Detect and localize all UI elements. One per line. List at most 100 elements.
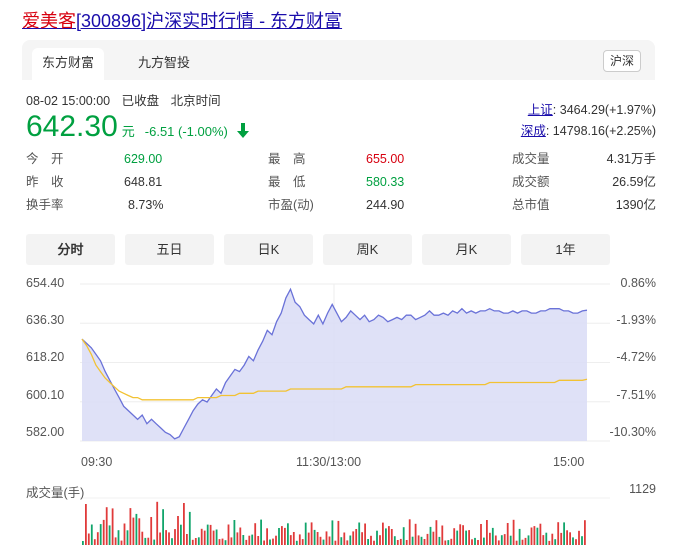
tab-monthly-k[interactable]: 月K bbox=[422, 234, 511, 265]
volume-bar bbox=[90, 524, 93, 545]
volume-bar bbox=[396, 540, 399, 545]
volume-bar bbox=[456, 530, 459, 545]
index-row-shanghai: 上证: 3464.29(+1.97%) bbox=[521, 100, 656, 121]
volume-bar bbox=[346, 540, 349, 545]
volume-bar bbox=[108, 525, 111, 545]
volume-bar bbox=[212, 530, 215, 545]
y-right-tick: -10.30% bbox=[609, 425, 656, 439]
volume-bar bbox=[245, 539, 248, 545]
volume-bar bbox=[405, 540, 408, 545]
stat-open-value: 629.00 bbox=[124, 152, 163, 166]
index-summary: 上证: 3464.29(+1.97%) 深成: 14798.16(+2.25%) bbox=[521, 100, 656, 142]
volume-bar bbox=[385, 528, 387, 545]
title-rest: [300896]沪深实时行情 - 东方财富 bbox=[76, 11, 343, 31]
volume-bar bbox=[399, 538, 402, 545]
x-tick-open: 09:30 bbox=[81, 455, 113, 469]
volume-bar bbox=[512, 519, 515, 545]
volume-bar bbox=[376, 530, 378, 545]
quote-time-row: 08-02 15:00:00 已收盘 北京时间 bbox=[26, 90, 229, 109]
volume-bar bbox=[423, 539, 426, 545]
volume-bar bbox=[183, 503, 185, 545]
x-tick-close: 15:00 bbox=[553, 455, 585, 469]
tab-weekly-k[interactable]: 周K bbox=[323, 234, 412, 265]
tab-five-day[interactable]: 五日 bbox=[125, 234, 214, 265]
volume-bar bbox=[269, 539, 271, 545]
volume-bar bbox=[87, 533, 90, 545]
volume-bar bbox=[233, 520, 236, 545]
page-title-link[interactable]: 爱美客[300896]沪深实时行情 - 东方财富 bbox=[22, 7, 342, 33]
volume-bar bbox=[316, 532, 319, 545]
tab-daily-k[interactable]: 日K bbox=[224, 234, 313, 265]
volume-bar bbox=[530, 527, 533, 545]
stat-turnover-value: 26.59亿 bbox=[612, 175, 656, 189]
timezone-label: 北京时间 bbox=[170, 94, 221, 108]
volume-bar bbox=[572, 537, 574, 545]
volume-bar bbox=[560, 532, 563, 545]
volume-bar bbox=[471, 539, 473, 545]
volume-bar bbox=[239, 527, 242, 545]
index-row-shenzhen: 深成: 14798.16(+2.25%) bbox=[521, 121, 656, 142]
tab-eastmoney[interactable]: 东方财富 bbox=[32, 48, 105, 80]
index-value-shanghai: : 3464.29(+1.97%) bbox=[552, 103, 656, 117]
volume-bar bbox=[126, 530, 129, 545]
tab-jiufang[interactable]: 九方智投 bbox=[138, 55, 191, 70]
volume-bar bbox=[206, 524, 209, 545]
volume-bar bbox=[373, 540, 375, 545]
volume-bar bbox=[545, 532, 548, 545]
stat-market-cap-value: 1390亿 bbox=[615, 198, 656, 212]
volume-bar bbox=[518, 528, 521, 545]
stat-high: 最 高 655.00 bbox=[268, 148, 404, 170]
y-right-tick: 0.86% bbox=[620, 276, 656, 290]
volume-bar bbox=[521, 539, 524, 545]
volume-bar bbox=[584, 520, 586, 545]
price-area bbox=[82, 289, 587, 441]
stat-prev-close: 昨 收 648.81 bbox=[26, 171, 162, 193]
y-left-tick: 600.10 bbox=[26, 388, 65, 402]
volume-bar bbox=[105, 507, 108, 545]
volume-bar bbox=[191, 539, 194, 545]
stat-volume-value: 4.31万手 bbox=[606, 152, 656, 166]
market-button[interactable]: 沪深 bbox=[602, 50, 641, 72]
volume-bar bbox=[260, 519, 262, 545]
y-left-tick: 618.20 bbox=[26, 350, 65, 364]
volume-bar bbox=[361, 532, 363, 545]
volume-bar bbox=[500, 535, 503, 545]
stat-low: 最 低 580.33 bbox=[268, 171, 404, 193]
market-status: 已收盘 bbox=[121, 94, 160, 108]
volume-bar bbox=[411, 536, 414, 545]
volume-bar bbox=[275, 535, 277, 545]
volume-bar bbox=[141, 531, 144, 545]
volume-bar bbox=[509, 535, 512, 545]
volume-bar bbox=[343, 532, 346, 545]
volume-bar bbox=[435, 520, 438, 545]
volume-bar bbox=[474, 537, 476, 545]
x-tick-midday: 11:30/13:00 bbox=[296, 455, 362, 469]
volume-bar bbox=[477, 540, 479, 545]
volume-bar bbox=[153, 539, 156, 545]
volume-bar bbox=[174, 529, 176, 545]
volume-bar bbox=[171, 538, 173, 545]
volume-bar bbox=[215, 529, 218, 545]
index-link-shanghai[interactable]: 上证 bbox=[527, 103, 553, 117]
volume-bar bbox=[304, 522, 307, 545]
volume-bar bbox=[144, 537, 147, 545]
volume-bar bbox=[388, 526, 390, 545]
volume-bar bbox=[93, 539, 96, 545]
price-line bbox=[81, 287, 588, 440]
tab-one-year[interactable]: 1年 bbox=[521, 234, 610, 265]
volume-bar bbox=[349, 535, 352, 545]
volume-bar bbox=[248, 535, 251, 545]
volume-bar bbox=[489, 532, 491, 545]
volume-bar bbox=[480, 524, 482, 545]
index-link-shenzhen[interactable]: 深成 bbox=[520, 124, 546, 138]
volume-bar bbox=[117, 530, 120, 545]
stock-name: 爱美客 bbox=[22, 11, 76, 31]
volume-bar bbox=[539, 523, 542, 545]
volume-bar bbox=[337, 520, 340, 545]
volume-bar bbox=[180, 524, 182, 545]
volume-bar bbox=[188, 511, 191, 545]
volume-bar bbox=[236, 532, 239, 545]
down-arrow-icon bbox=[236, 123, 250, 144]
tab-intraday[interactable]: 分时 bbox=[26, 234, 115, 265]
